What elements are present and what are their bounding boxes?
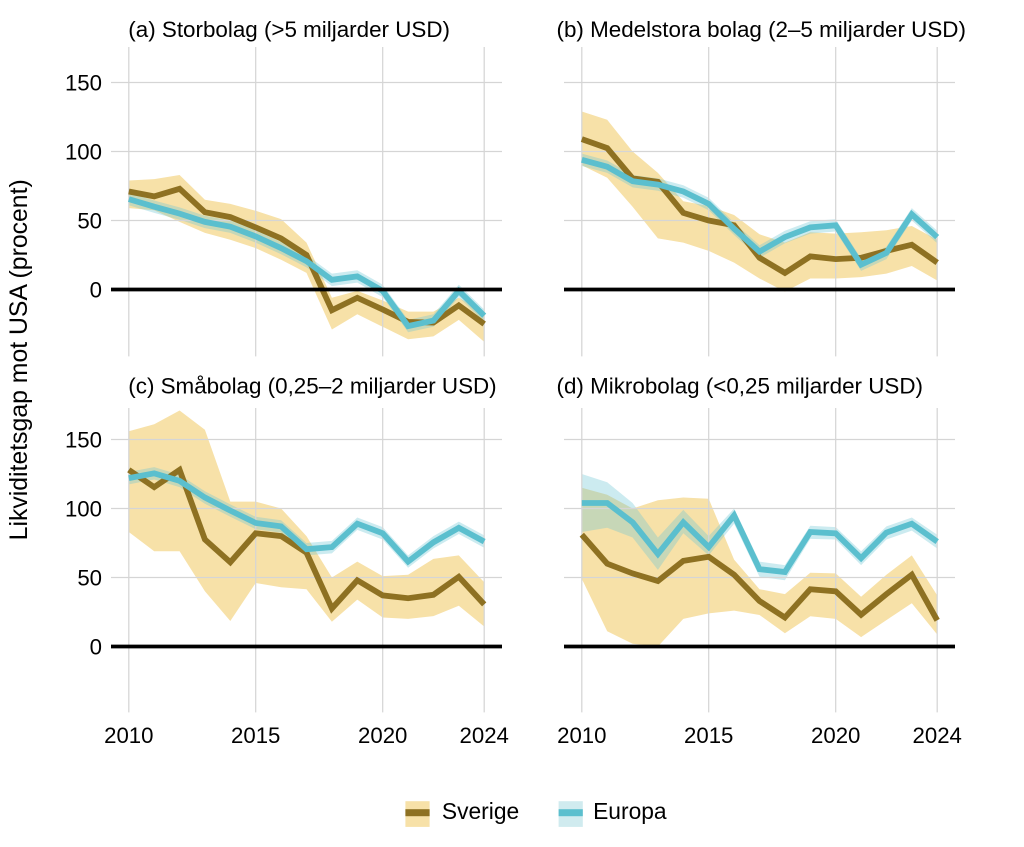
- svg-text:2020: 2020: [811, 723, 860, 748]
- svg-text:(b) Medelstora bolag (2–5 milj: (b) Medelstora bolag (2–5 miljarder USD): [557, 17, 966, 42]
- svg-text:100: 100: [65, 497, 102, 522]
- svg-text:150: 150: [65, 428, 102, 453]
- svg-text:150: 150: [65, 71, 102, 96]
- svg-text:(a) Storbolag (>5 miljarder US: (a) Storbolag (>5 miljarder USD): [128, 17, 450, 42]
- svg-text:Europa: Europa: [593, 798, 667, 824]
- svg-text:0: 0: [90, 278, 102, 303]
- svg-text:50: 50: [77, 566, 102, 591]
- svg-text:(c) Småbolag (0,25–2 miljarder: (c) Småbolag (0,25–2 miljarder USD): [128, 374, 496, 399]
- svg-text:2015: 2015: [684, 723, 733, 748]
- svg-text:Likviditetsgap mot USA (procen: Likviditetsgap mot USA (procent): [6, 179, 33, 540]
- svg-text:0: 0: [90, 635, 102, 660]
- svg-text:100: 100: [65, 140, 102, 165]
- svg-text:2020: 2020: [358, 723, 407, 748]
- svg-text:2010: 2010: [557, 723, 606, 748]
- svg-text:50: 50: [77, 209, 102, 234]
- svg-text:Sverige: Sverige: [442, 798, 519, 824]
- svg-text:(d) Mikrobolag (<0,25 miljarde: (d) Mikrobolag (<0,25 miljarder USD): [557, 374, 923, 399]
- svg-text:2015: 2015: [231, 723, 280, 748]
- svg-text:2024: 2024: [913, 723, 962, 748]
- svg-text:2024: 2024: [460, 723, 509, 748]
- svg-text:2010: 2010: [104, 723, 153, 748]
